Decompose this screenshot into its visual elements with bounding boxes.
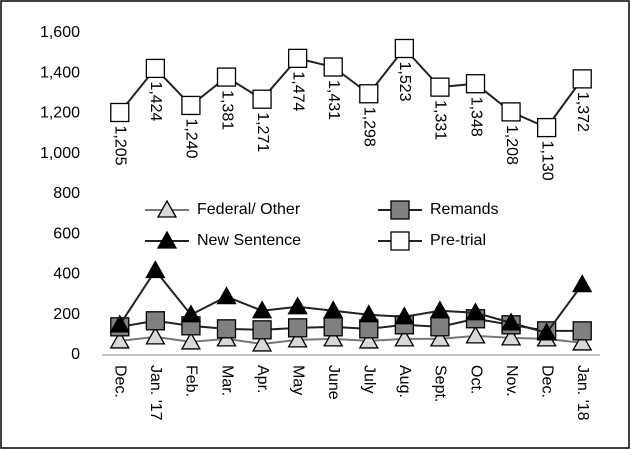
data-point	[359, 84, 379, 104]
data-point	[145, 311, 166, 331]
legend-marker	[156, 230, 178, 249]
legend-label: Remands	[430, 201, 498, 218]
x-tick-label: Oct.	[467, 365, 484, 394]
data-point	[216, 286, 237, 305]
data-point	[145, 260, 166, 279]
data-label: 1,523	[396, 61, 413, 101]
data-point	[394, 306, 415, 325]
data-point	[181, 95, 201, 116]
data-point	[501, 102, 521, 122]
data-point	[287, 296, 308, 315]
data-point	[429, 300, 451, 319]
series-line	[119, 334, 583, 345]
data-point	[572, 321, 592, 341]
data-point	[358, 330, 379, 349]
data-label: 1,130	[538, 141, 555, 181]
x-tick-label: Dec.	[112, 365, 129, 398]
data-point	[110, 102, 130, 123]
data-point	[180, 304, 202, 323]
data-label: 1,208	[503, 125, 520, 165]
data-point	[323, 57, 343, 77]
data-point	[572, 332, 593, 351]
y-tick-label: 400	[53, 266, 80, 283]
x-tick-label: May	[289, 365, 306, 395]
data-point	[572, 69, 592, 89]
data-label: 1,372	[574, 92, 591, 132]
y-tick-label: 0	[71, 346, 80, 363]
data-point	[287, 318, 308, 338]
data-point	[251, 333, 273, 352]
legend-label: Pre-trial	[430, 232, 486, 249]
data-point	[323, 317, 343, 337]
x-tick-label: Mar.	[218, 365, 235, 396]
data-point	[287, 48, 308, 69]
x-tick-label: Aug.	[396, 365, 413, 398]
data-point	[536, 117, 557, 138]
y-tick-label: 600	[53, 225, 80, 242]
y-tick-label: 1,200	[40, 105, 80, 122]
data-label: 1,298	[361, 107, 378, 147]
data-label: 1,348	[467, 97, 484, 137]
data-point	[500, 312, 522, 331]
data-point	[572, 274, 593, 293]
y-tick-label: 1,600	[40, 24, 80, 41]
x-tick-label: June	[325, 365, 342, 400]
data-point	[216, 319, 237, 339]
data-point	[323, 300, 344, 319]
data-point	[430, 317, 450, 337]
data-point	[145, 58, 166, 79]
data-point	[145, 326, 166, 345]
data-point	[465, 74, 486, 94]
data-label: 1,240	[183, 118, 200, 158]
data-point	[429, 328, 451, 347]
data-point	[536, 322, 557, 341]
x-tick-label: Jan. '17	[147, 365, 164, 421]
data-point	[252, 89, 272, 109]
data-label: 1,431	[325, 80, 342, 120]
legend-marker	[156, 199, 178, 218]
data-point	[323, 328, 344, 347]
data-point	[430, 77, 450, 97]
legend-label: Federal/ Other	[197, 201, 301, 218]
data-point	[465, 302, 486, 321]
x-tick-label: Jan. '18	[574, 365, 591, 421]
data-point	[109, 314, 130, 333]
legend-marker	[390, 231, 410, 251]
y-tick-label: 1,000	[40, 145, 80, 162]
data-label: 1,474	[289, 71, 306, 111]
x-tick-label: Nov.	[503, 365, 520, 397]
y-tick-label: 1,400	[40, 64, 80, 81]
data-point	[252, 320, 272, 340]
x-tick-label: Feb.	[183, 365, 200, 397]
data-point	[358, 304, 379, 323]
data-label: 1,424	[147, 81, 164, 121]
data-point	[500, 327, 522, 346]
data-point	[216, 67, 237, 87]
y-tick-label: 800	[53, 185, 80, 202]
y-tick-label: 200	[53, 306, 80, 323]
series-line	[118, 268, 584, 335]
x-tick-label: Dec.	[538, 365, 555, 398]
data-point	[394, 328, 415, 347]
data-label: 1,381	[218, 90, 235, 130]
legend-marker	[390, 200, 410, 220]
x-tick-label: July	[361, 365, 378, 393]
data-point	[394, 38, 415, 59]
data-label: 1,331	[432, 100, 449, 140]
data-point	[251, 300, 273, 319]
x-tick-label: Sept.	[432, 365, 449, 402]
data-point	[359, 319, 379, 339]
data-label: 1,205	[112, 125, 129, 165]
data-point	[109, 330, 130, 349]
data-label: 1,271	[254, 112, 271, 152]
data-point	[287, 329, 308, 348]
data-point	[180, 331, 202, 350]
data-point	[465, 325, 486, 344]
x-tick-label: Apr.	[254, 365, 271, 393]
legend-label: New Sentence	[197, 232, 301, 249]
